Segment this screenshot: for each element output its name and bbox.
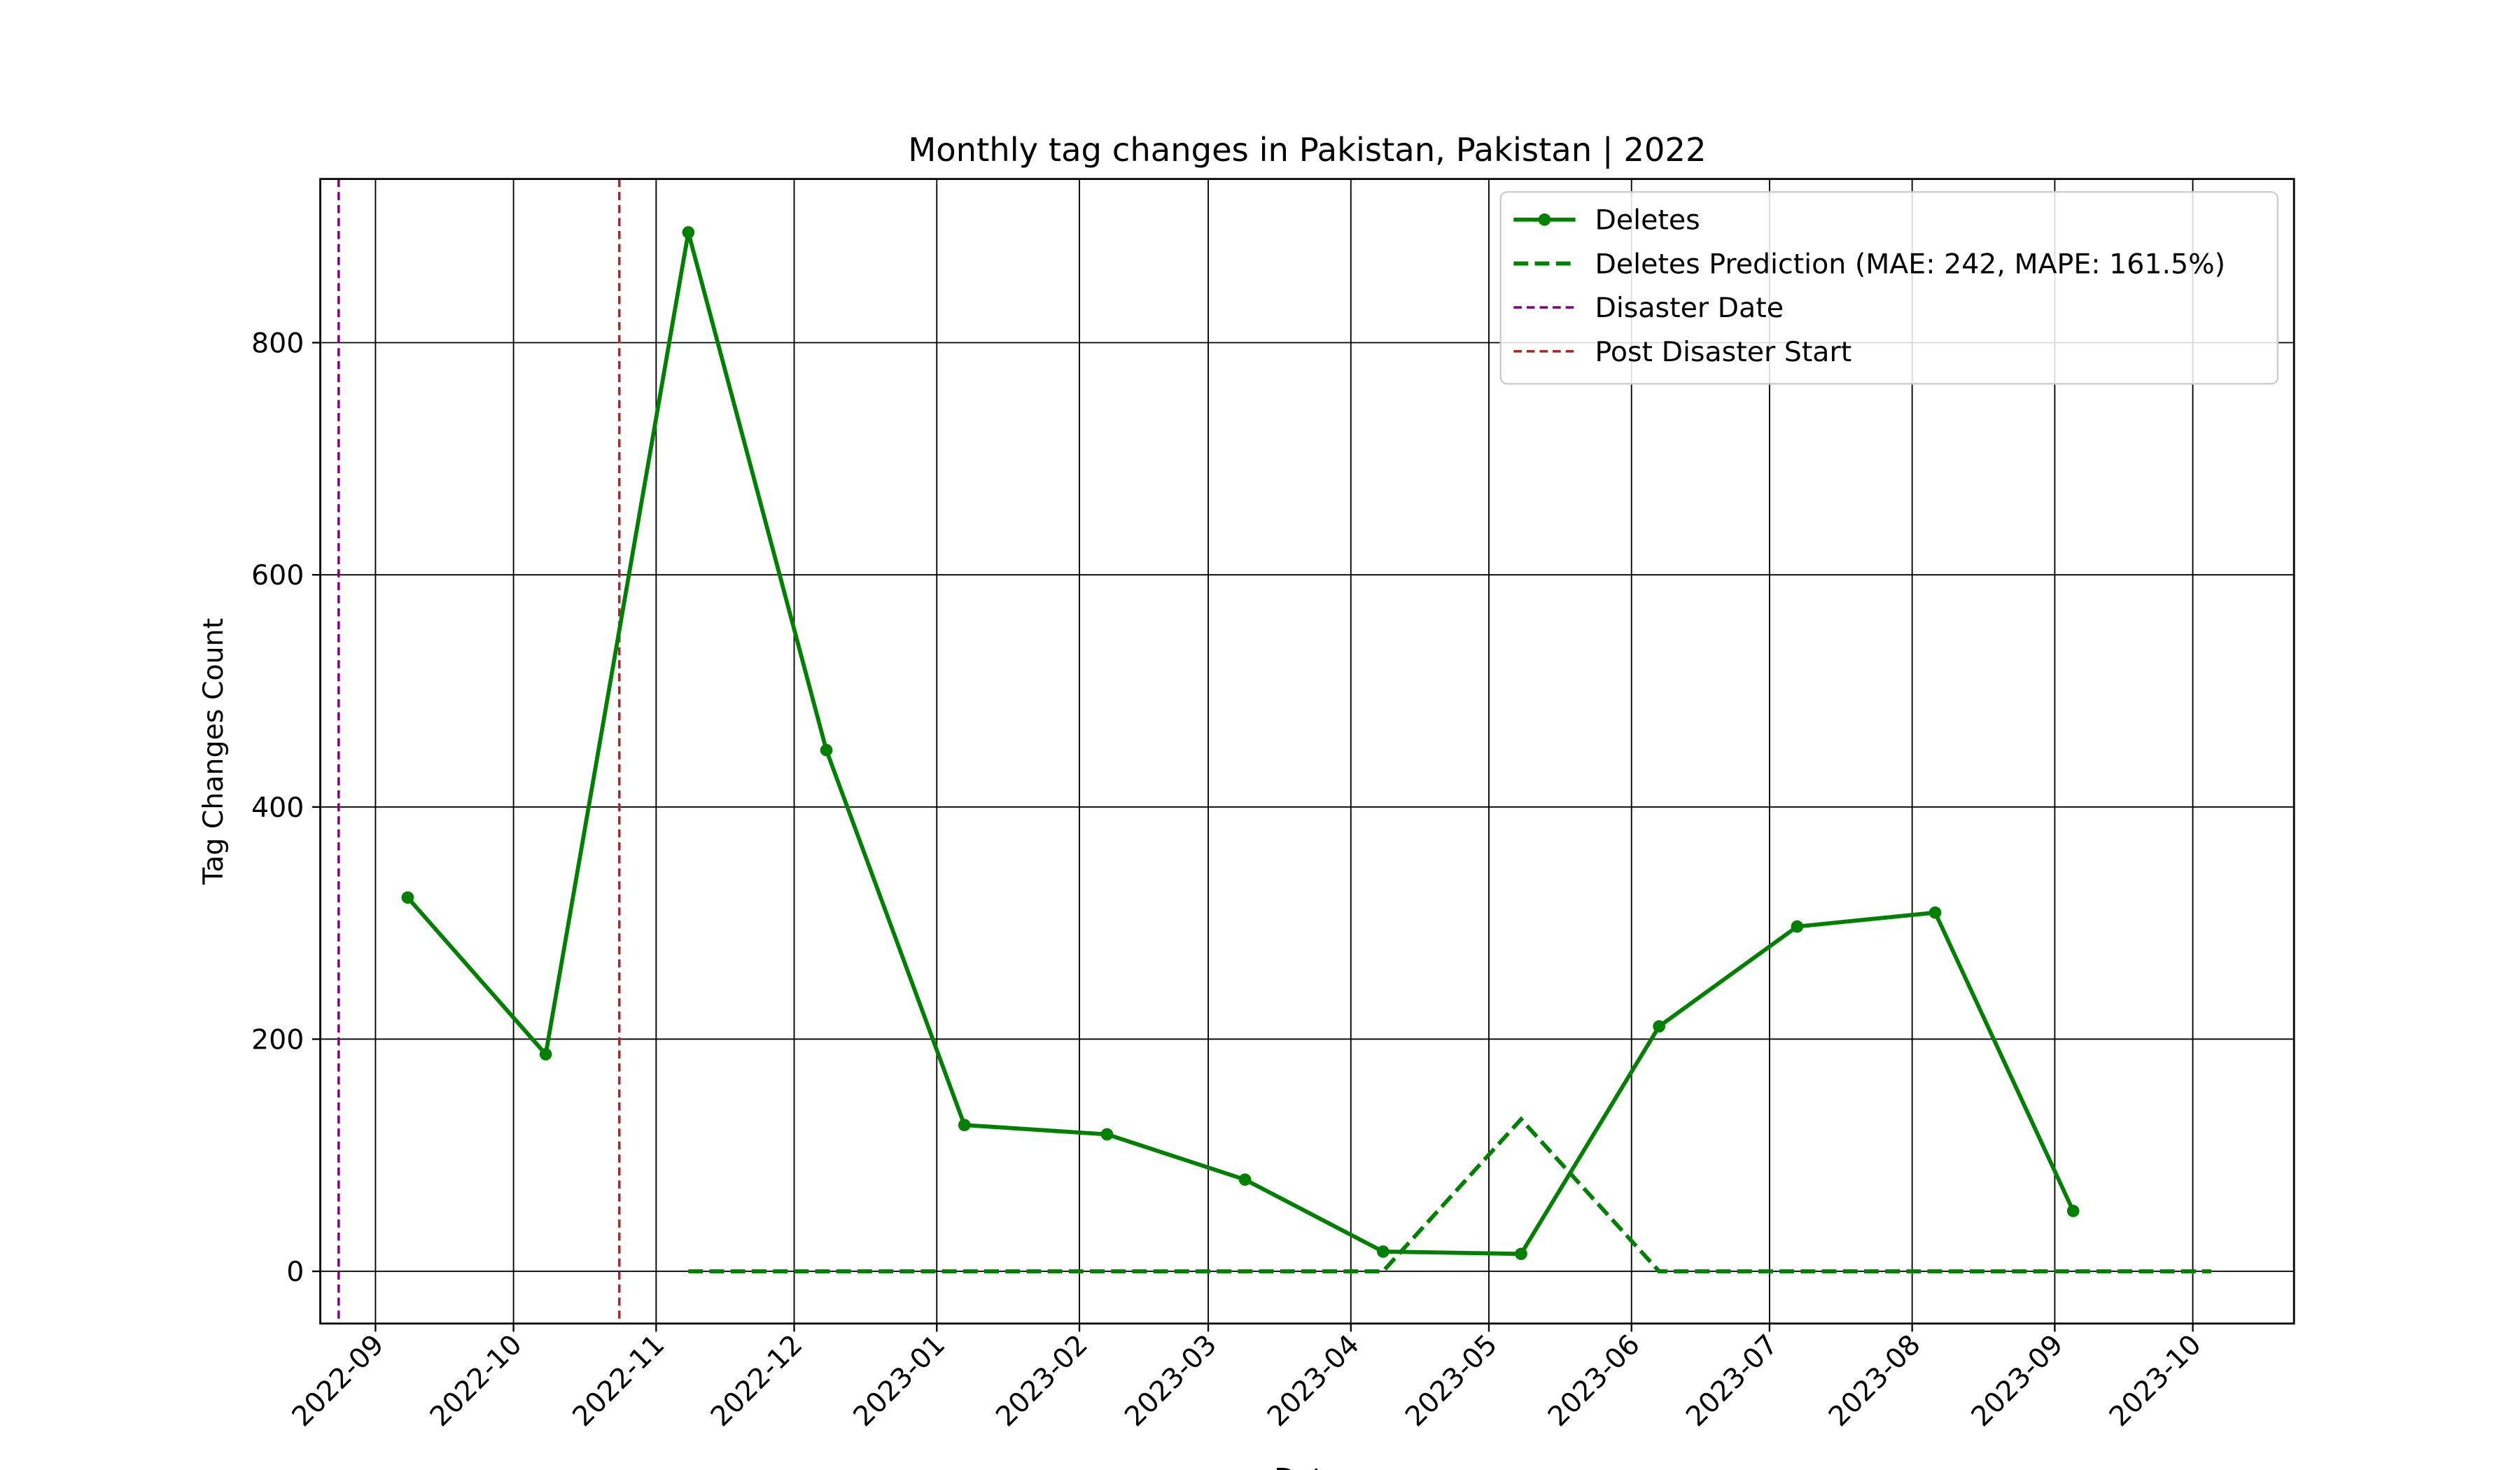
y-tick-label: 600 (251, 559, 304, 592)
data-point (1376, 1245, 1390, 1258)
data-point (401, 891, 414, 904)
legend-box (1499, 191, 2279, 385)
data-point (1928, 906, 1942, 919)
y-tick-label: 400 (251, 792, 304, 824)
y-tick-label: 0 (286, 1256, 304, 1288)
data-point (682, 226, 695, 239)
legend-marker (1538, 213, 1551, 226)
data-point (820, 743, 833, 757)
data-point (539, 1048, 552, 1060)
data-line (688, 1116, 2211, 1274)
y-tick-label: 200 (251, 1023, 304, 1056)
legend-label: Post Disaster Start (1595, 336, 1851, 368)
data-point (1100, 1128, 1114, 1141)
legend-label: Deletes (1595, 204, 1700, 237)
y-tick-label: 800 (251, 327, 304, 359)
data-point (2066, 1205, 2080, 1217)
data-point (1791, 920, 1804, 933)
legend-label: Deletes Prediction (MAE: 242, MAPE: 161.… (1595, 248, 2225, 280)
data-point (958, 1119, 971, 1132)
plot-frame (319, 178, 2295, 1325)
data-point (1653, 1020, 1665, 1033)
data-point (1515, 1247, 1527, 1261)
chart-title: Monthly tag changes in Pakistan, Pakista… (908, 131, 1706, 169)
legend-label: Disaster Date (1595, 292, 1784, 324)
data-point (1238, 1173, 1252, 1186)
y-axis-label: Tag Changes Count (197, 618, 230, 886)
x-axis-label: Date (1274, 1462, 1340, 1470)
